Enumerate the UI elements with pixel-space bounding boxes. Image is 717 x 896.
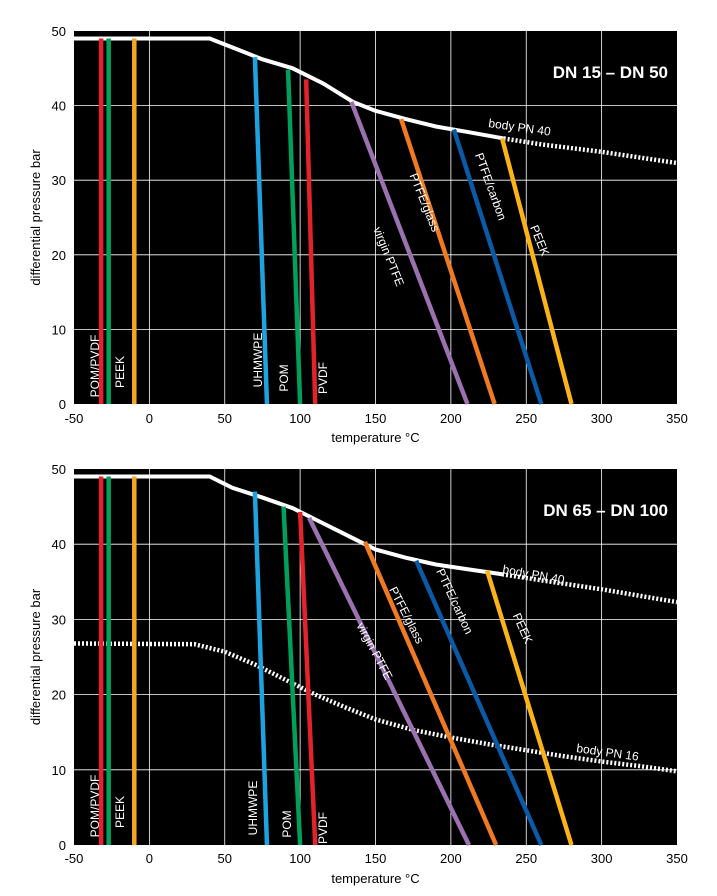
y-tick-label: 0 <box>59 397 66 412</box>
series-label-pom: POM <box>280 810 294 837</box>
series-line-virgin-ptfe <box>307 516 471 846</box>
series-label-uhmwpe: UHMWPE <box>246 781 260 836</box>
y-tick-label: 40 <box>52 537 66 552</box>
y-axis-label: differential pressure bar <box>28 149 43 286</box>
y-tick-label: 40 <box>52 99 66 114</box>
chart-title: DN 65 – DN 100 <box>543 501 668 520</box>
x-tick-label: 100 <box>289 411 311 426</box>
y-tick-label: 50 <box>52 24 66 39</box>
x-axis-label: temperature °C <box>331 871 419 886</box>
series-line-pvdf <box>303 79 318 405</box>
series-line-virgin-ptfe <box>349 101 470 405</box>
series-line-uhmwpe <box>252 491 270 846</box>
x-tick-label: 0 <box>146 411 153 426</box>
body-curve-dotted <box>503 136 678 166</box>
series-label-peek: PEEK <box>113 356 127 388</box>
x-tick-label: 0 <box>146 851 153 866</box>
series-line-pom <box>281 506 303 846</box>
y-tick-label: 10 <box>52 322 66 337</box>
y-tick-label: 10 <box>52 763 66 778</box>
x-tick-label: 200 <box>440 411 462 426</box>
series-line-ptfe-glass <box>398 118 497 405</box>
y-tick-label: 30 <box>52 612 66 627</box>
series-line-ptfe-carbon <box>451 128 544 405</box>
series-label-pom: POM <box>277 364 291 391</box>
x-axis-label: temperature °C <box>331 430 419 445</box>
x-tick-label: 100 <box>289 851 311 866</box>
x-tick-label: 250 <box>515 411 537 426</box>
series-label-uhmwpe: UHMWPE <box>251 333 265 388</box>
x-tick-label: 50 <box>218 411 232 426</box>
x-tick-label: -50 <box>65 851 84 866</box>
x-tick-label: 350 <box>666 411 688 426</box>
y-tick-label: 30 <box>52 173 66 188</box>
x-tick-label: 150 <box>365 851 387 866</box>
y-tick-label: 0 <box>59 838 66 853</box>
x-tick-label: 300 <box>591 411 613 426</box>
x-tick-label: 150 <box>365 411 387 426</box>
x-tick-label: 50 <box>218 851 232 866</box>
series-label-pvdf: PVDF <box>316 362 330 394</box>
y-tick-label: 20 <box>52 248 66 263</box>
series-line-ptfe-carbon <box>414 559 544 846</box>
body-curve-solid <box>74 36 504 141</box>
x-tick-label: 250 <box>515 851 537 866</box>
series-label-pvdf: PVDF <box>316 812 330 844</box>
x-tick-label: -50 <box>65 411 84 426</box>
series-line-ptfe-glass <box>362 541 499 846</box>
body-curve-dotted <box>73 641 678 774</box>
series-label-pom-pvdf: POM/PVDF <box>88 335 102 398</box>
y-tick-label: 20 <box>52 688 66 703</box>
y-axis-label: differential pressure bar <box>28 588 43 725</box>
y-tick-label: 50 <box>52 462 66 477</box>
body-curve-solid <box>74 474 503 577</box>
series-line-peek <box>499 137 574 405</box>
x-tick-label: 200 <box>440 851 462 866</box>
x-tick-label: 300 <box>591 851 613 866</box>
series-line-pom <box>285 69 303 405</box>
series-label-pom-pvdf: POM/PVDF <box>88 775 102 838</box>
x-tick-label: 350 <box>666 851 688 866</box>
chart-title: DN 15 – DN 50 <box>553 63 668 82</box>
series-line-pvdf <box>297 511 318 846</box>
series-line-peek <box>484 569 574 846</box>
series-line-uhmwpe <box>252 57 270 405</box>
series-label-peek: PEEK <box>113 796 127 828</box>
